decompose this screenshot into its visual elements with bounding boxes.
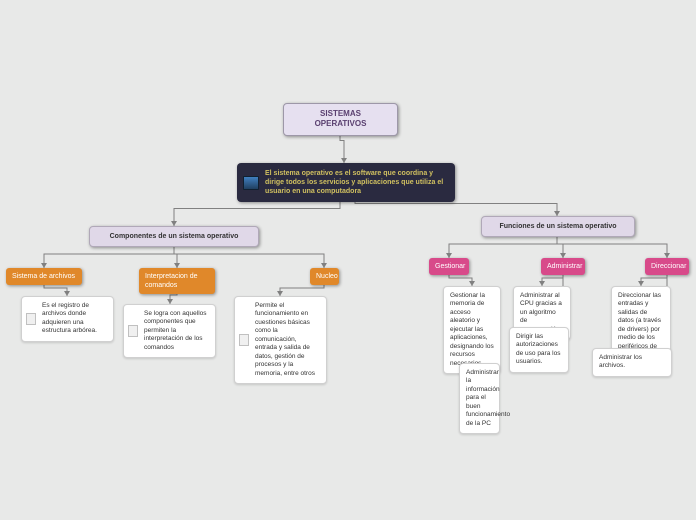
right-leaf: Administrar la información para el buen … <box>459 363 500 434</box>
leaf-text: Permite el funcionamiento en cuestiones … <box>255 302 315 377</box>
right-section-title: Funciones de un sistema operativo <box>481 216 635 237</box>
connector-lines <box>0 0 696 520</box>
left-tag: Nucleo <box>310 268 339 285</box>
left-tag: Interpretacion de comandos <box>139 268 215 294</box>
right-tag: Administrar <box>541 258 585 275</box>
doc-icon <box>26 313 36 325</box>
leaf-text: Gestionar la memoria de acceso aleatorio… <box>450 292 494 367</box>
left-leaf: Se logra con aquellos componentes que pe… <box>123 304 216 358</box>
doc-icon <box>239 334 249 346</box>
right-leaf: Administrar los archivos. <box>592 348 672 377</box>
left-leaf: Es el registro de archivos donde adquier… <box>21 296 114 342</box>
leaf-text: Administrar los archivos. <box>599 354 642 369</box>
leaf-text: Se logra con aquellos componentes que pe… <box>144 310 207 351</box>
monitor-icon <box>243 176 259 190</box>
leaf-text: Es el registro de archivos donde adquier… <box>42 302 97 334</box>
root-label: SISTEMAS OPERATIVOS <box>315 109 367 128</box>
right-leaf: Dirigir las autorizaciones de uso para l… <box>509 327 569 373</box>
definition-text: El sistema operativo es el software que … <box>265 170 443 195</box>
root-node: SISTEMAS OPERATIVOS <box>283 103 398 136</box>
leaf-text: Administrar la información para el buen … <box>466 369 510 427</box>
left-section-title: Componentes de un sistema operativo <box>89 226 259 247</box>
left-leaf: Permite el funcionamiento en cuestiones … <box>234 296 327 384</box>
right-tag: Gestionar <box>429 258 469 275</box>
leaf-text: Dirigir las autorizaciones de uso para l… <box>516 333 560 365</box>
left-tag: Sistema de archivos <box>6 268 82 285</box>
left-section-label: Componentes de un sistema operativo <box>110 233 239 240</box>
definition-node: El sistema operativo es el software que … <box>237 163 455 202</box>
right-section-label: Funciones de un sistema operativo <box>499 223 616 230</box>
right-tag: Direccionar <box>645 258 689 275</box>
right-leaf: Gestionar la memoria de acceso aleatorio… <box>443 286 501 374</box>
doc-icon <box>128 325 138 337</box>
